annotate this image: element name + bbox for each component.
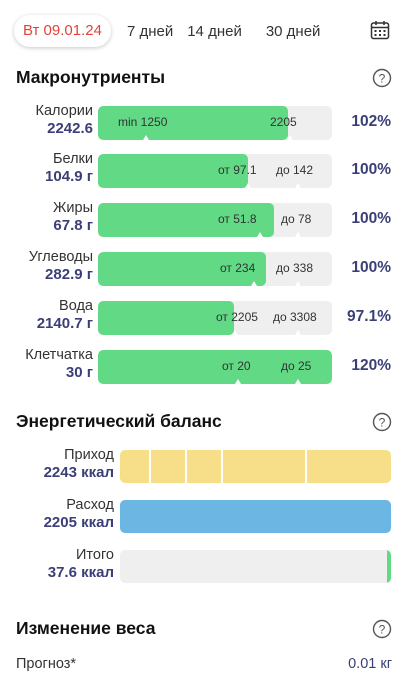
macro-label: Клетчатка	[25, 347, 93, 363]
macro-percent: 100%	[351, 161, 391, 178]
macro-row: Вода 2140.7 г от 2205 до 3308 97.1%	[0, 298, 408, 338]
macro-min-text: от 234	[220, 261, 256, 275]
weight-title: Изменение веса	[16, 618, 156, 638]
macro-max-text: до 78	[281, 212, 312, 226]
macro-min-text: от 97.1	[218, 163, 257, 177]
macro-row: Углеводы 282.9 г от 234 до 338 100%	[0, 249, 408, 289]
forecast-value: 0.01 кг	[348, 656, 392, 672]
macro-label: Жиры	[53, 200, 93, 216]
calendar-icon[interactable]	[370, 20, 390, 40]
macro-progress-fill	[98, 301, 234, 335]
macro-progress-bar: от 2205 до 3308	[98, 301, 332, 335]
macro-row: Клетчатка 30 г от 20 до 25 120%	[0, 347, 408, 387]
macro-min-text: min 1250	[118, 115, 168, 129]
energy-label: Итого	[76, 547, 114, 563]
tab-14-days[interactable]: 14 дней	[187, 22, 242, 40]
macros-title: Макронутриенты	[16, 67, 166, 87]
macro-value: 2242.6	[47, 120, 93, 137]
macro-progress-fill	[98, 106, 288, 140]
energy-row-intake: Приход 2243 ккал	[0, 447, 408, 483]
macro-min-text: от 51.8	[218, 212, 257, 226]
energy-title: Энергетический баланс	[16, 411, 222, 431]
macro-min-text: от 20	[222, 359, 251, 373]
macro-row: Жиры 67.8 г от 51.8 до 78 100%	[0, 200, 408, 240]
energy-value: 37.6 ккал	[47, 564, 114, 581]
macro-label: Белки	[52, 151, 93, 167]
macros-help-icon[interactable]: ?	[372, 68, 392, 88]
macro-row: Калории 2242.6 min 1250 2205 102%	[0, 103, 408, 143]
macro-max-text: до 142	[276, 163, 314, 177]
macro-value: 67.8 г	[53, 217, 93, 234]
energy-label: Приход	[64, 447, 114, 463]
energy-value: 2205 ккал	[43, 514, 114, 531]
macro-progress-fill	[98, 252, 266, 286]
macro-percent: 120%	[351, 357, 391, 374]
macro-percent: 97.1%	[347, 308, 391, 325]
macro-value: 30 г	[65, 364, 93, 381]
macro-label: Вода	[59, 298, 93, 314]
macro-row: Белки 104.9 г от 97.1 до 142 100%	[0, 151, 408, 191]
energy-row-expense: Расход 2205 ккал	[0, 497, 408, 533]
macro-progress-fill	[98, 154, 248, 188]
macro-max-text: до 338	[276, 261, 314, 275]
macro-max-text: 2205	[270, 115, 297, 129]
macro-progress-fill	[98, 203, 274, 237]
intake-bar	[120, 450, 391, 483]
macro-progress-bar: от 20 до 25	[98, 350, 332, 384]
macro-percent: 100%	[351, 210, 391, 227]
macro-progress-bar: от 51.8 до 78	[98, 203, 332, 237]
tab-30-days[interactable]: 30 дней	[265, 22, 321, 40]
tab-today[interactable]: Вт 09.01.24	[14, 15, 111, 47]
period-tabs: Вт 09.01.24 7 дней 14 дней 30 дней	[14, 14, 394, 48]
macro-max-text: до 3308	[273, 310, 317, 324]
macro-value: 2140.7 г	[36, 315, 93, 332]
macro-value: 104.9 г	[45, 168, 93, 185]
macro-label: Калории	[35, 103, 93, 119]
svg-text:?: ?	[379, 415, 386, 429]
macro-progress-bar: от 234 до 338	[98, 252, 332, 286]
macro-value: 282.9 г	[45, 266, 93, 283]
svg-text:?: ?	[379, 622, 386, 636]
macro-label: Углеводы	[28, 249, 93, 265]
macro-progress-bar: min 1250 2205	[98, 106, 332, 140]
macro-percent: 100%	[351, 259, 391, 276]
energy-value: 2243 ккал	[43, 464, 114, 481]
macro-progress-fill	[98, 350, 332, 384]
svg-text:?: ?	[379, 71, 386, 85]
forecast-label: Прогноз*	[16, 656, 77, 672]
energy-row-total: Итого 37.6 ккал	[0, 547, 408, 583]
macro-min-text: от 2205	[216, 310, 258, 324]
weight-help-icon[interactable]: ?	[372, 619, 392, 639]
tab-7-days[interactable]: 7 дней	[126, 22, 174, 40]
macro-percent: 102%	[351, 113, 391, 130]
total-bar	[120, 550, 391, 583]
energy-label: Расход	[66, 497, 114, 513]
macro-max-text: до 25	[281, 359, 312, 373]
macro-progress-bar: от 97.1 до 142	[98, 154, 332, 188]
expense-bar	[120, 500, 391, 533]
energy-help-icon[interactable]: ?	[372, 412, 392, 432]
